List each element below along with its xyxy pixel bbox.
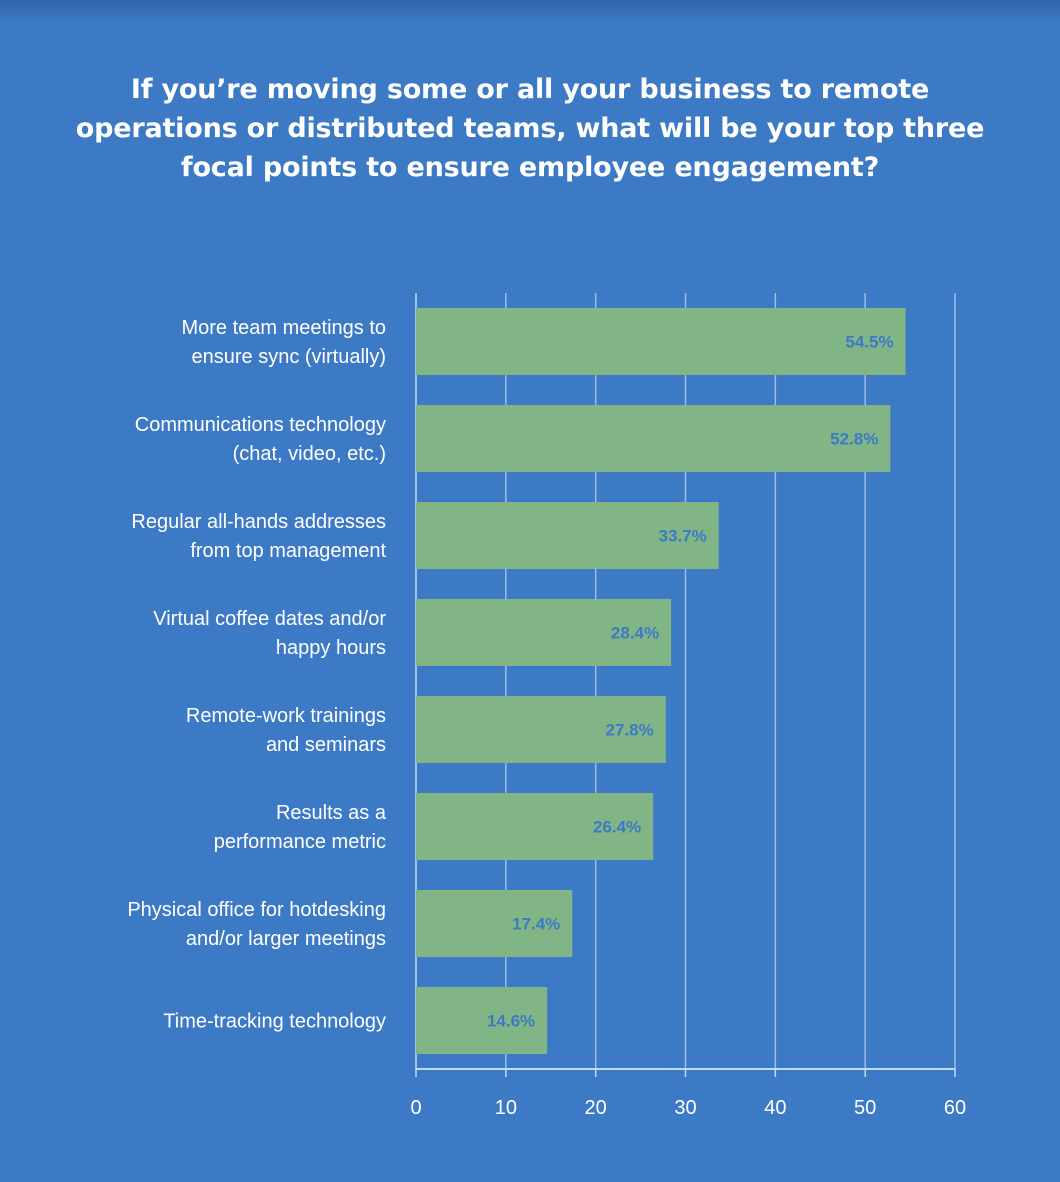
category-label: Communications technology (chat, video, e… — [135, 414, 386, 465]
category-label: Time-tracking technology — [163, 1011, 386, 1033]
category-label-line: and seminars — [266, 734, 386, 756]
bar-value-label: 26.4% — [593, 818, 641, 837]
category-label-line: Results as a — [276, 802, 387, 824]
category-label-line: performance metric — [214, 831, 386, 853]
x-tick-label: 60 — [944, 1097, 966, 1119]
category-label-line: Remote-work trainings — [186, 705, 386, 727]
category-label-line: ensure sync (virtually) — [191, 346, 386, 368]
category-label-line: Physical office for hotdesking — [127, 899, 386, 921]
bar — [416, 696, 666, 763]
x-tick-label: 0 — [410, 1097, 421, 1119]
bar-value-label: 27.8% — [606, 721, 654, 740]
x-tick-label: 50 — [854, 1097, 876, 1119]
bar — [416, 599, 672, 666]
bar — [416, 502, 719, 569]
bar-value-label: 52.8% — [830, 430, 878, 449]
x-tick-label: 20 — [585, 1097, 607, 1119]
category-label-line: Time-tracking technology — [163, 1011, 386, 1033]
category-label-line: Virtual coffee dates and/or — [153, 608, 386, 630]
bar-value-label: 33.7% — [659, 527, 707, 546]
bar — [416, 793, 654, 860]
category-label-line: happy hours — [276, 637, 386, 659]
category-label: Regular all-hands addresses from top mana… — [131, 511, 386, 562]
bar — [416, 308, 906, 375]
category-label: Remote-work trainings and seminars — [186, 705, 386, 756]
x-tick-label: 10 — [495, 1097, 517, 1119]
bar-value-label: 54.5% — [845, 333, 893, 352]
category-label-line: More team meetings to — [181, 317, 386, 339]
bar — [416, 890, 573, 957]
chart-title: If you’re moving some or all your busine… — [75, 74, 985, 183]
bar-value-label: 17.4% — [512, 915, 560, 934]
bar-value-label: 28.4% — [611, 624, 659, 643]
bar — [416, 405, 891, 472]
category-label-line: and/or larger meetings — [186, 928, 386, 950]
category-label: More team meetings to ensure sync (virtua… — [181, 317, 386, 368]
x-tick-label: 30 — [674, 1097, 696, 1119]
category-label-line: (chat, video, etc.) — [233, 443, 386, 465]
category-label: Results as a performance metric — [214, 802, 387, 853]
category-label-line: Regular all-hands addresses — [131, 511, 386, 533]
category-label: Physical office for hotdesking and/or lar… — [127, 899, 386, 950]
x-tick-label: 40 — [764, 1097, 786, 1119]
category-label-line: Communications technology — [135, 414, 386, 436]
bar-value-label: 14.6% — [487, 1012, 535, 1031]
bar — [416, 987, 548, 1054]
category-label-line: from top management — [190, 540, 386, 562]
category-label: Virtual coffee dates and/or happy hours — [153, 608, 386, 659]
top-shade — [0, 0, 1060, 22]
